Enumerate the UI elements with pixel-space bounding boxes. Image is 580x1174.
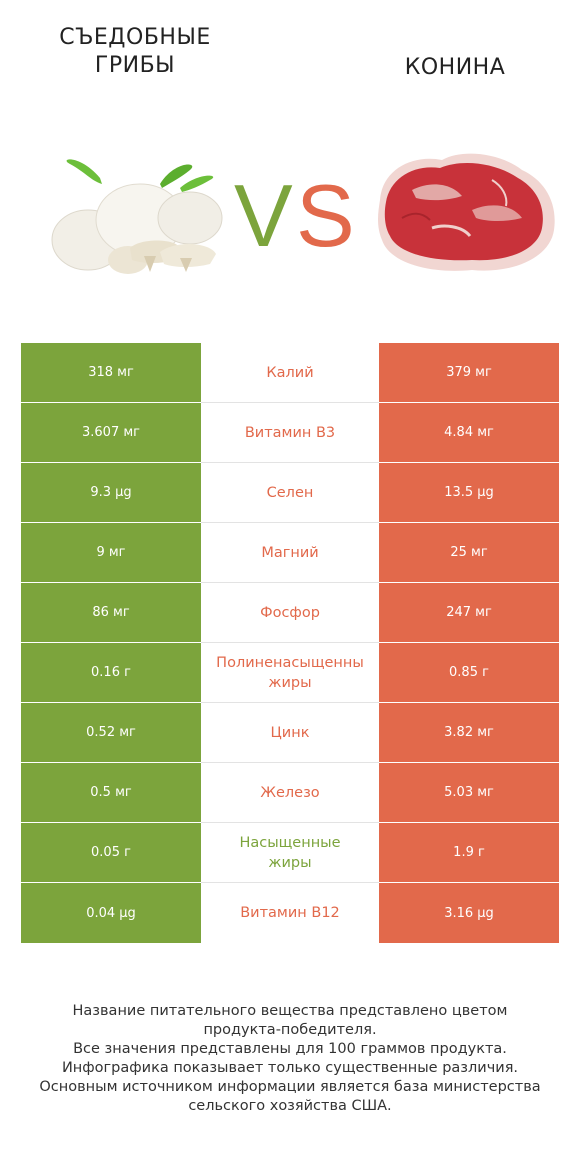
- footer-line: Название питательного вещества представл…: [72, 1003, 508, 1019]
- left-value: 0.5 мг: [21, 763, 201, 823]
- left-value: 0.52 мг: [21, 703, 201, 763]
- right-value: 3.16 µg: [379, 883, 559, 943]
- nutrient-name: Калий: [201, 343, 379, 403]
- nutrient-name: Магний: [201, 523, 379, 583]
- nutrient-name: Железо: [201, 763, 379, 823]
- left-value: 0.05 г: [21, 823, 201, 883]
- vs-v-letter: V: [234, 168, 293, 258]
- nutrient-label: Фосфор: [260, 604, 320, 621]
- nutrient-name: Витамин B3: [201, 403, 379, 463]
- nutrient-label: Цинк: [270, 724, 310, 741]
- footer-line: Все значения представлены для 100 граммо…: [73, 1041, 507, 1057]
- table-row: 0.05 г Насыщенные жиры 1.9 г: [21, 823, 559, 883]
- vs-label: V S: [234, 168, 352, 258]
- nutrient-label: Магний: [261, 544, 319, 561]
- right-value: 13.5 µg: [379, 463, 559, 523]
- table-row: 0.5 мг Железо 5.03 мг: [21, 763, 559, 823]
- nutrient-label: Калий: [266, 364, 314, 381]
- nutrient-name: Витамин B12: [201, 883, 379, 943]
- table-row: 86 мг Фосфор 247 мг: [21, 583, 559, 643]
- right-value: 25 мг: [379, 523, 559, 583]
- left-value: 318 мг: [21, 343, 201, 403]
- nutrient-label: Железо: [260, 784, 320, 801]
- comparison-table: 318 мг Калий 379 мг 3.607 мг Витамин B3 4.84 …: [21, 343, 559, 943]
- table-row: 0.04 µg Витамин B12 3.16 µg: [21, 883, 559, 943]
- nutrient-name: Насыщенные жиры: [201, 823, 379, 883]
- nutrient-label: Витамин B3: [244, 424, 336, 441]
- left-product-title-line2: ГРИБЫ: [94, 53, 176, 78]
- left-value: 9.3 µg: [21, 463, 201, 523]
- right-value: 379 мг: [379, 343, 559, 403]
- nutrient-name: Полиненасыщенны жиры: [201, 643, 379, 703]
- footer-line: продукта-победителя.: [203, 1022, 377, 1038]
- table-row: 0.16 г Полиненасыщенны жиры 0.85 г: [21, 643, 559, 703]
- left-value: 0.16 г: [21, 643, 201, 703]
- vs-s-letter: S: [296, 168, 352, 258]
- right-value: 1.9 г: [379, 823, 559, 883]
- table-row: 9.3 µg Селен 13.5 µg: [21, 463, 559, 523]
- mushrooms-image: [51, 159, 223, 274]
- horse-meat-image: [378, 153, 555, 271]
- left-value: 0.04 µg: [21, 883, 201, 943]
- nutrient-label: Селен: [266, 484, 314, 501]
- nutrient-label: Насыщенные жиры: [239, 834, 341, 871]
- nutrient-label: Витамин B12: [240, 905, 340, 921]
- left-value: 9 мг: [21, 523, 201, 583]
- left-product-title-line1: СЪЕДОБНЫЕ: [59, 25, 211, 50]
- left-product-title: СЪЕДОБНЫЕ ГРИБЫ: [30, 24, 240, 80]
- nutrient-name: Селен: [201, 463, 379, 523]
- footer-line: Инфографика показывает только существенн…: [61, 1060, 519, 1076]
- nutrient-name: Фосфор: [201, 583, 379, 643]
- footer-line: Основным источником информации является …: [39, 1079, 541, 1095]
- left-value: 86 мг: [21, 583, 201, 643]
- nutrient-label: Полиненасыщенны жиры: [216, 654, 364, 691]
- right-value: 5.03 мг: [379, 763, 559, 823]
- leaf-icon: [66, 159, 214, 192]
- footer-notes: Название питательного вещества представл…: [20, 1002, 560, 1116]
- table-row: 0.52 мг Цинк 3.82 мг: [21, 703, 559, 763]
- right-value: 3.82 мг: [379, 703, 559, 763]
- right-product-title: КОНИНА: [404, 55, 506, 80]
- footer-line: сельского хозяйства США.: [188, 1098, 392, 1114]
- table-row: 3.607 мг Витамин B3 4.84 мг: [21, 403, 559, 463]
- left-value: 3.607 мг: [21, 403, 201, 463]
- table-row: 9 мг Магний 25 мг: [21, 523, 559, 583]
- right-value: 4.84 мг: [379, 403, 559, 463]
- table-row: 318 мг Калий 379 мг: [21, 343, 559, 403]
- right-value: 247 мг: [379, 583, 559, 643]
- nutrient-name: Цинк: [201, 703, 379, 763]
- right-value: 0.85 г: [379, 643, 559, 703]
